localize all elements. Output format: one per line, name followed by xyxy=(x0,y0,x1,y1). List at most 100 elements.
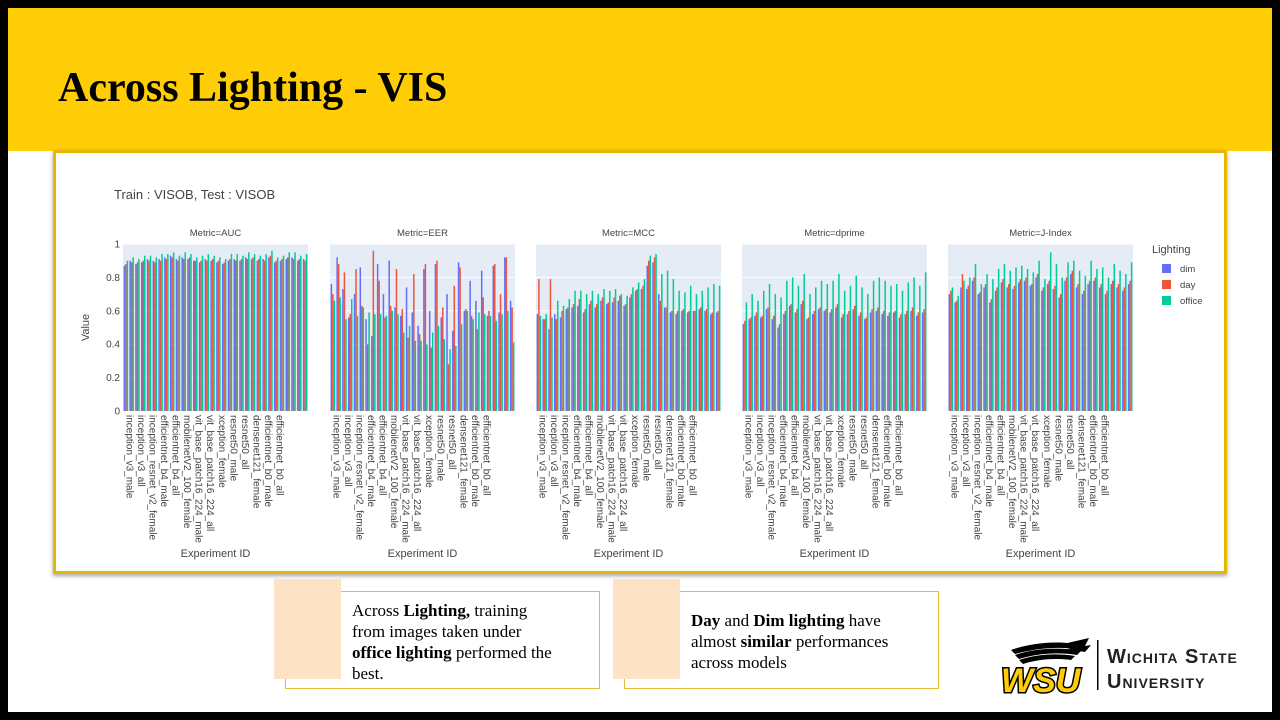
bar-day xyxy=(1042,287,1045,411)
bar-dim xyxy=(611,302,614,411)
bar-dim xyxy=(600,300,602,411)
bar-office xyxy=(951,287,954,411)
bar-dim xyxy=(887,315,889,411)
callout-text-run: performances xyxy=(791,632,889,651)
callout-accent-swatch xyxy=(274,579,341,679)
bar-office xyxy=(368,312,370,411)
logo-divider xyxy=(1097,640,1099,690)
bar-day xyxy=(505,257,508,411)
bar-dim xyxy=(960,287,962,411)
bar-office xyxy=(820,280,823,411)
bar-office xyxy=(632,287,634,411)
callout-text-run: from images taken under xyxy=(352,622,522,641)
bar-dim xyxy=(634,290,637,411)
bar-day xyxy=(819,307,821,411)
bar-day xyxy=(749,317,752,411)
bar-dim xyxy=(904,314,907,411)
x-tick-label: efficientnet_b4_male xyxy=(983,415,994,508)
bar-day xyxy=(613,297,615,411)
bar-office xyxy=(786,280,788,411)
bar-office xyxy=(282,255,285,411)
bar-day xyxy=(355,269,357,411)
bar-office xyxy=(838,274,840,411)
bar-office xyxy=(132,257,134,411)
slide: Across Lighting - VIS Train : VISOB, Tes… xyxy=(8,8,1272,712)
x-tick-label: efficientnet_b0_male xyxy=(675,415,686,508)
bar-office xyxy=(757,300,759,411)
bar-dim xyxy=(492,265,495,411)
bar-office xyxy=(248,252,250,411)
bar-day xyxy=(688,310,690,411)
bar-dim xyxy=(233,259,235,411)
callout-text-run: across models xyxy=(691,653,787,672)
bar-dim xyxy=(187,259,189,411)
bar-dim xyxy=(692,310,695,411)
bar-day xyxy=(258,259,260,411)
bar-day xyxy=(825,309,827,411)
bar-day xyxy=(882,310,885,411)
bar-day xyxy=(894,310,896,411)
bar-day xyxy=(859,312,862,411)
bar-day xyxy=(807,317,810,411)
bar-dim xyxy=(623,305,625,411)
bar-office xyxy=(149,255,152,411)
bar-dim xyxy=(198,262,201,411)
bar-day xyxy=(967,285,969,411)
bar-dim xyxy=(846,314,849,411)
bar-day xyxy=(1059,294,1062,411)
bar-day xyxy=(1094,277,1097,411)
bar-dim xyxy=(800,304,802,411)
bar-office xyxy=(745,302,748,411)
bar-office xyxy=(379,314,382,411)
bar-day xyxy=(281,259,283,411)
bar-dim xyxy=(869,312,872,411)
bar-office xyxy=(219,257,221,411)
bar-office xyxy=(562,305,565,411)
callout-office-lighting: Across Lighting, training from images tak… xyxy=(274,579,600,689)
bar-day xyxy=(384,317,386,411)
x-tick-label: xception_female xyxy=(835,415,846,488)
bar-office xyxy=(957,295,959,411)
bar-dim xyxy=(1070,274,1072,411)
bar-office xyxy=(774,294,777,411)
bar-day xyxy=(177,260,179,411)
bar-dim xyxy=(394,307,396,411)
bar-office xyxy=(620,294,623,411)
bar-dim xyxy=(1041,290,1043,411)
bar-dim xyxy=(881,314,883,411)
bar-dim xyxy=(710,314,712,411)
bar-day xyxy=(990,299,993,411)
x-tick-label: mobilenetV2_100_female xyxy=(388,415,399,529)
bar-office xyxy=(1107,277,1110,411)
panel-title: Metric=EER xyxy=(397,228,448,239)
bar-day xyxy=(773,315,775,411)
bar-day xyxy=(499,294,502,411)
bar-office xyxy=(333,300,336,411)
bar-office xyxy=(236,254,238,411)
x-tick-label: efficientnet_b4_all xyxy=(583,415,594,495)
bar-office xyxy=(1084,275,1087,411)
y-tick-label: 0 xyxy=(114,407,120,418)
bar-office xyxy=(832,280,834,411)
bar-dim xyxy=(291,257,293,411)
bar-dim xyxy=(376,264,379,411)
bar-office xyxy=(797,285,800,411)
bar-dim xyxy=(675,314,677,411)
bar-day xyxy=(778,324,781,411)
callout-text-run: similar xyxy=(740,632,792,651)
bar-office xyxy=(661,274,663,411)
bar-dim xyxy=(565,309,568,411)
y-tick-label: 0.2 xyxy=(106,373,120,384)
bar-dim xyxy=(463,310,466,411)
bar-dim xyxy=(983,287,985,411)
x-tick-label: inception_v3_male xyxy=(536,415,547,499)
callout-text: Day and Dim lighting have almost similar … xyxy=(691,610,927,673)
bar-dim xyxy=(748,319,750,411)
bar-dim xyxy=(777,327,779,411)
bar-dim xyxy=(221,264,224,411)
x-tick-label: resnet50_all xyxy=(446,415,457,469)
bar-office xyxy=(843,290,846,411)
bar-office xyxy=(178,255,181,411)
x-axis-label: Experiment ID xyxy=(181,548,251,560)
bar-office xyxy=(780,297,782,411)
